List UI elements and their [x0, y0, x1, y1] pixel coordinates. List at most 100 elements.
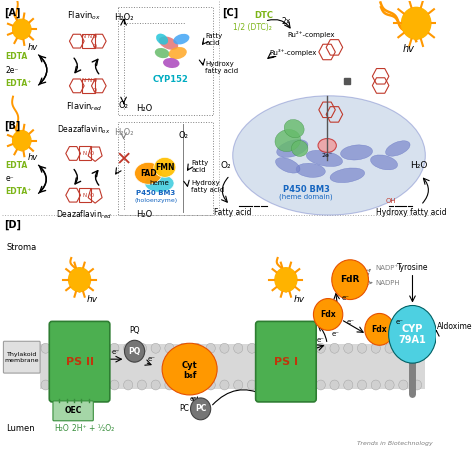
Ellipse shape [318, 139, 337, 153]
Text: ✕: ✕ [115, 150, 132, 169]
Circle shape [110, 343, 119, 353]
Text: N: N [82, 151, 86, 156]
Ellipse shape [389, 306, 437, 363]
Circle shape [247, 343, 256, 353]
Circle shape [302, 343, 311, 353]
Ellipse shape [275, 130, 301, 152]
Circle shape [96, 343, 105, 353]
Circle shape [124, 343, 133, 353]
Text: e⁻: e⁻ [112, 349, 119, 355]
Text: 2e⁻: 2e⁻ [5, 66, 18, 75]
Text: H₂O: H₂O [410, 162, 428, 171]
Circle shape [165, 343, 174, 353]
Text: O₂: O₂ [118, 101, 128, 110]
FancyBboxPatch shape [255, 321, 316, 402]
Circle shape [330, 343, 339, 353]
Circle shape [206, 343, 215, 353]
Circle shape [96, 380, 105, 390]
Text: (holoenzyme): (holoenzyme) [134, 198, 177, 203]
Circle shape [13, 19, 31, 39]
FancyBboxPatch shape [40, 344, 425, 389]
Text: [C]: [C] [222, 7, 238, 18]
Circle shape [82, 380, 91, 390]
Circle shape [69, 268, 91, 292]
Text: Hydroxy fatty acid: Hydroxy fatty acid [376, 208, 447, 217]
Text: FMN: FMN [155, 163, 174, 172]
Text: Deazaflavin$_{ox}$: Deazaflavin$_{ox}$ [57, 124, 111, 136]
Text: [B]: [B] [4, 121, 21, 131]
Circle shape [206, 380, 215, 390]
Text: 2e⁻: 2e⁻ [322, 153, 333, 158]
Text: Fatty
acid: Fatty acid [191, 160, 209, 173]
Text: e⁻: e⁻ [5, 174, 14, 183]
Text: Hydroxy
fatty acid: Hydroxy fatty acid [191, 180, 225, 194]
Ellipse shape [155, 48, 169, 58]
Circle shape [371, 343, 381, 353]
Circle shape [385, 380, 394, 390]
Text: 2H⁺ + ½O₂: 2H⁺ + ½O₂ [72, 424, 114, 433]
Text: heme: heme [149, 180, 169, 186]
Circle shape [137, 343, 146, 353]
Circle shape [275, 380, 284, 390]
FancyBboxPatch shape [53, 401, 93, 421]
Ellipse shape [292, 140, 308, 157]
Circle shape [41, 343, 50, 353]
Text: Flavin$_{red}$: Flavin$_{red}$ [66, 101, 102, 113]
Circle shape [192, 380, 201, 390]
Text: e⁻: e⁻ [332, 331, 340, 338]
Text: Fdx: Fdx [372, 325, 387, 334]
Circle shape [365, 314, 394, 345]
Circle shape [357, 343, 366, 353]
Ellipse shape [156, 34, 168, 45]
Ellipse shape [154, 158, 176, 177]
Circle shape [179, 343, 188, 353]
Ellipse shape [135, 162, 162, 184]
Text: PC: PC [179, 405, 189, 414]
Circle shape [371, 380, 381, 390]
Circle shape [344, 380, 353, 390]
Text: O: O [93, 44, 97, 49]
Ellipse shape [371, 155, 398, 170]
Ellipse shape [275, 158, 300, 173]
Text: hv: hv [293, 295, 304, 304]
Text: Aldoxime: Aldoxime [437, 322, 473, 331]
Circle shape [13, 130, 31, 150]
Circle shape [302, 380, 311, 390]
Text: O: O [89, 193, 93, 198]
Text: [A]: [A] [4, 7, 21, 18]
Circle shape [165, 380, 174, 390]
Circle shape [261, 343, 270, 353]
Text: [D]: [D] [4, 220, 21, 230]
Text: O: O [89, 151, 93, 156]
Text: PC: PC [195, 405, 206, 414]
Circle shape [289, 380, 298, 390]
Text: P450 BM3: P450 BM3 [136, 190, 175, 196]
Circle shape [357, 380, 366, 390]
Text: H₂O: H₂O [136, 104, 152, 113]
Text: e⁻: e⁻ [316, 337, 324, 343]
Text: PS II: PS II [65, 357, 93, 367]
Circle shape [125, 340, 145, 362]
Circle shape [234, 380, 243, 390]
Circle shape [385, 343, 394, 353]
Text: PQ: PQ [128, 346, 141, 356]
Ellipse shape [277, 140, 308, 158]
Circle shape [234, 343, 243, 353]
Text: e⁻: e⁻ [396, 320, 404, 325]
Circle shape [401, 7, 431, 39]
Text: 1/2 (DTC)₂: 1/2 (DTC)₂ [233, 23, 272, 32]
Text: N: N [81, 34, 85, 39]
Ellipse shape [284, 120, 304, 138]
Text: Fdx: Fdx [320, 310, 336, 319]
Circle shape [412, 343, 422, 353]
Text: PS I: PS I [274, 357, 298, 367]
Ellipse shape [233, 96, 425, 215]
Text: Trends in Biotechnology: Trends in Biotechnology [357, 441, 433, 446]
Text: Lumen: Lumen [6, 424, 35, 433]
Text: H₂O: H₂O [136, 210, 152, 219]
Text: O: O [93, 88, 97, 93]
Text: O: O [93, 78, 97, 83]
Ellipse shape [169, 47, 187, 59]
Text: 2x: 2x [282, 17, 291, 26]
Text: NADP⁺: NADP⁺ [376, 265, 399, 271]
